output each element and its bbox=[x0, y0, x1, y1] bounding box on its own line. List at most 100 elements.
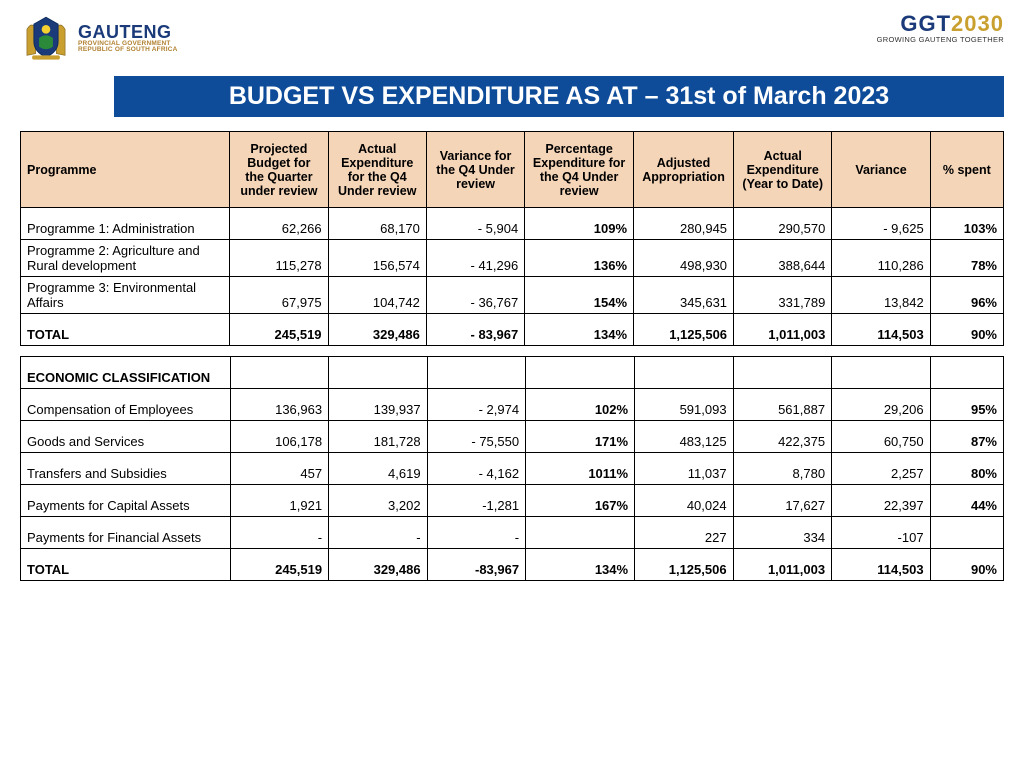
cell-var2: 2,257 bbox=[832, 453, 931, 485]
cell-ae: 329,486 bbox=[328, 314, 426, 346]
cell-name: Goods and Services bbox=[21, 421, 231, 453]
col-proj-budget: Projected Budget for the Quarter under r… bbox=[230, 132, 328, 208]
econ-header-row: ECONOMIC CLASSIFICATION bbox=[21, 357, 1004, 389]
cell-var: - 83,967 bbox=[426, 314, 524, 346]
cell-name: Payments for Financial Assets bbox=[21, 517, 231, 549]
ggt-sub: GROWING GAUTENG TOGETHER bbox=[877, 36, 1004, 44]
cell-var: - bbox=[427, 517, 526, 549]
cell-ae: 104,742 bbox=[328, 277, 426, 314]
cell-var: - 36,767 bbox=[426, 277, 524, 314]
cell-pb: 115,278 bbox=[230, 240, 328, 277]
cell-adj: 280,945 bbox=[634, 208, 734, 240]
cell-pb: 67,975 bbox=[230, 277, 328, 314]
cell-name: Transfers and Subsidies bbox=[21, 453, 231, 485]
cell-spent: 90% bbox=[930, 314, 1003, 346]
cell-pct: 102% bbox=[526, 389, 635, 421]
cell-name: TOTAL bbox=[21, 549, 231, 581]
cell-pct: 134% bbox=[526, 549, 635, 581]
cell-adj: 1,125,506 bbox=[634, 314, 734, 346]
col-variance-q4: Variance for the Q4 Under review bbox=[426, 132, 524, 208]
cell-name: Programme 2: Agriculture and Rural devel… bbox=[21, 240, 230, 277]
gauteng-text: GAUTENG PROVINCIAL GOVERNMENT REPUBLIC O… bbox=[78, 23, 178, 54]
table-row: Payments for Financial Assets---227334-1… bbox=[21, 517, 1004, 549]
cell-ae: 139,937 bbox=[329, 389, 428, 421]
economic-table: ECONOMIC CLASSIFICATIONCompensation of E… bbox=[20, 356, 1004, 581]
col-adj-approp: Adjusted Appropriation bbox=[634, 132, 734, 208]
cell-name: Payments for Capital Assets bbox=[21, 485, 231, 517]
page-title: BUDGET VS EXPENDITURE AS AT – 31st of Ma… bbox=[114, 76, 1004, 117]
cell-var2: 13,842 bbox=[832, 277, 930, 314]
econ-header: ECONOMIC CLASSIFICATION bbox=[21, 357, 231, 389]
cell-name: Compensation of Employees bbox=[21, 389, 231, 421]
cell-var: - 75,550 bbox=[427, 421, 526, 453]
cell-pb: 136,963 bbox=[230, 389, 329, 421]
cell-spent: 90% bbox=[930, 549, 1003, 581]
brand-line-2: REPUBLIC OF SOUTH AFRICA bbox=[78, 47, 178, 54]
cell-pct: 171% bbox=[526, 421, 635, 453]
table-row: TOTAL245,519329,486- 83,967134%1,125,506… bbox=[21, 314, 1004, 346]
table-row: Programme 2: Agriculture and Rural devel… bbox=[21, 240, 1004, 277]
cell-var2: 22,397 bbox=[832, 485, 931, 517]
cell-name: Programme 1: Administration bbox=[21, 208, 230, 240]
cell-spent: 44% bbox=[930, 485, 1003, 517]
col-pct-spent: % spent bbox=[930, 132, 1003, 208]
cell-pct: 136% bbox=[525, 240, 634, 277]
cell-spent: 78% bbox=[930, 240, 1003, 277]
cell-ytd: 8,780 bbox=[733, 453, 832, 485]
cell-ae: 156,574 bbox=[328, 240, 426, 277]
gauteng-logo: GAUTENG PROVINCIAL GOVERNMENT REPUBLIC O… bbox=[20, 12, 178, 64]
cell-var: -83,967 bbox=[427, 549, 526, 581]
cell-var: - 2,974 bbox=[427, 389, 526, 421]
cell-var2: 114,503 bbox=[832, 314, 930, 346]
col-actual-q4: Actual Expenditure for the Q4 Under revi… bbox=[328, 132, 426, 208]
table-row: Compensation of Employees136,963139,937-… bbox=[21, 389, 1004, 421]
table-row: Transfers and Subsidies4574,619- 4,16210… bbox=[21, 453, 1004, 485]
cell-ytd: 1,011,003 bbox=[734, 314, 832, 346]
cell-ytd: 388,644 bbox=[734, 240, 832, 277]
cell-ae: 68,170 bbox=[328, 208, 426, 240]
table-row: Programme 3: Environmental Affairs67,975… bbox=[21, 277, 1004, 314]
cell-pb: 457 bbox=[230, 453, 329, 485]
cell-ae: 3,202 bbox=[329, 485, 428, 517]
cell-adj: 498,930 bbox=[634, 240, 734, 277]
table-header-row: Programme Projected Budget for the Quart… bbox=[21, 132, 1004, 208]
programme-table: Programme Projected Budget for the Quart… bbox=[20, 131, 1004, 346]
col-variance: Variance bbox=[832, 132, 930, 208]
ggt2030-logo: GGT2030 GROWING GAUTENG TOGETHER bbox=[877, 12, 1004, 44]
cell-var: - 5,904 bbox=[426, 208, 524, 240]
col-programme: Programme bbox=[21, 132, 230, 208]
cell-adj: 483,125 bbox=[635, 421, 734, 453]
cell-var: -1,281 bbox=[427, 485, 526, 517]
cell-ytd: 422,375 bbox=[733, 421, 832, 453]
ggt-text: GGT2030 bbox=[877, 12, 1004, 36]
col-actual-ytd: Actual Expenditure (Year to Date) bbox=[734, 132, 832, 208]
cell-pct: 154% bbox=[525, 277, 634, 314]
cell-ytd: 561,887 bbox=[733, 389, 832, 421]
cell-pb: 106,178 bbox=[230, 421, 329, 453]
cell-spent: 87% bbox=[930, 421, 1003, 453]
cell-ae: 329,486 bbox=[329, 549, 428, 581]
table-row: Payments for Capital Assets1,9213,202-1,… bbox=[21, 485, 1004, 517]
cell-var2: -107 bbox=[832, 517, 931, 549]
cell-pct: 167% bbox=[526, 485, 635, 517]
cell-spent: 96% bbox=[930, 277, 1003, 314]
cell-pb: 1,921 bbox=[230, 485, 329, 517]
cell-spent: 95% bbox=[930, 389, 1003, 421]
cell-spent bbox=[930, 517, 1003, 549]
cell-adj: 227 bbox=[635, 517, 734, 549]
cell-var2: 60,750 bbox=[832, 421, 931, 453]
cell-pct bbox=[526, 517, 635, 549]
cell-ae: - bbox=[329, 517, 428, 549]
cell-var2: 110,286 bbox=[832, 240, 930, 277]
cell-spent: 80% bbox=[930, 453, 1003, 485]
cell-adj: 1,125,506 bbox=[635, 549, 734, 581]
table-row: Goods and Services106,178181,728- 75,550… bbox=[21, 421, 1004, 453]
cell-ae: 181,728 bbox=[329, 421, 428, 453]
cell-pb: 62,266 bbox=[230, 208, 328, 240]
cell-var: - 4,162 bbox=[427, 453, 526, 485]
cell-pct: 109% bbox=[525, 208, 634, 240]
cell-var2: - 9,625 bbox=[832, 208, 930, 240]
cell-adj: 40,024 bbox=[635, 485, 734, 517]
cell-ytd: 334 bbox=[733, 517, 832, 549]
cell-var2: 114,503 bbox=[832, 549, 931, 581]
